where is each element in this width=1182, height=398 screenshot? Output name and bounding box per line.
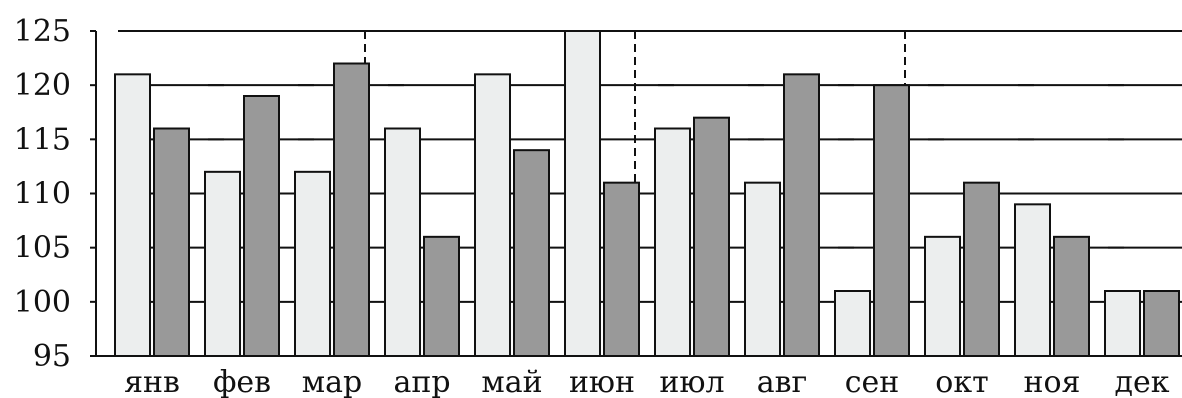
bar-dark-июн	[603, 181, 640, 357]
bar-light-июл	[654, 127, 691, 357]
bar-light-мар	[294, 170, 331, 357]
bar-dark-сен	[873, 84, 910, 358]
category-label-дек: дек	[1115, 365, 1170, 398]
bar-light-янв	[114, 73, 151, 357]
bar-light-сен	[834, 290, 871, 357]
bar-dark-фев	[243, 95, 280, 357]
bar-dark-авг	[783, 73, 820, 357]
bar-light-ноя	[1014, 203, 1051, 357]
bar-light-окт	[924, 235, 961, 357]
category-label-май: май	[481, 365, 542, 398]
category-label-янв: янв	[124, 365, 180, 398]
category-label-сен: сен	[845, 365, 900, 398]
bar-light-фев	[204, 170, 241, 357]
y-tick-label-110: 110	[14, 177, 71, 212]
bar-dark-мар	[333, 62, 370, 357]
category-label-фев: фев	[213, 365, 271, 398]
category-label-авг: авг	[757, 365, 808, 398]
y-tick-label-120: 120	[14, 68, 71, 103]
bar-dark-дек	[1143, 290, 1180, 357]
category-label-ноя: ноя	[1024, 365, 1081, 398]
category-label-окт: окт	[935, 365, 988, 398]
y-tick-label-95: 95	[33, 339, 71, 374]
y-tick-label-105: 105	[14, 231, 71, 266]
bar-light-июн	[564, 30, 601, 357]
label-layer: 125 120 115 110 105 100 95 янв фев мар апр май июн ию…	[14, 14, 1170, 398]
y-tick-label-100: 100	[14, 285, 71, 320]
axis-layer	[90, 30, 1182, 357]
y-tick-label-125: 125	[14, 14, 71, 49]
category-label-апр: апр	[393, 365, 450, 398]
bar-dark-май	[513, 149, 550, 357]
bar-dark-июл	[693, 116, 730, 357]
bar-dark-окт	[963, 181, 1000, 357]
bar-light-май	[474, 73, 511, 357]
category-label-июл: июл	[659, 365, 724, 398]
y-tick-label-115: 115	[14, 122, 71, 157]
bar-light-апр	[384, 127, 421, 357]
bar-dark-апр	[423, 235, 460, 357]
bar-dark-янв	[153, 127, 190, 357]
bar-light-авг	[744, 181, 781, 357]
category-label-июн: июн	[569, 365, 635, 398]
bar-dark-ноя	[1053, 235, 1090, 357]
category-label-мар: мар	[302, 365, 362, 398]
bar-light-дек	[1104, 290, 1141, 357]
